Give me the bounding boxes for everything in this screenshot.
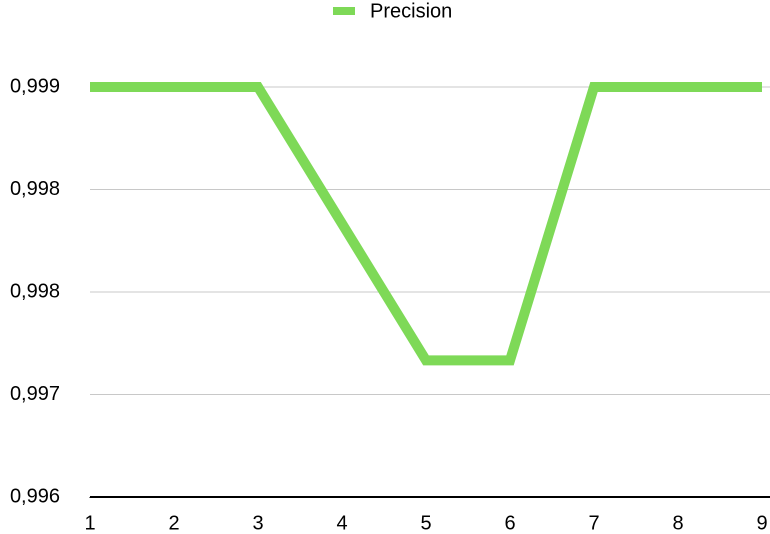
x-tick-label: 4 bbox=[336, 512, 347, 534]
y-tick-label: 0,999 bbox=[10, 75, 60, 97]
x-tick-label: 3 bbox=[252, 512, 263, 534]
y-tick-label: 0,996 bbox=[10, 485, 60, 507]
x-tick-label: 9 bbox=[756, 512, 767, 534]
legend-label: Precision bbox=[370, 0, 452, 22]
y-tick-label: 0,998 bbox=[10, 280, 60, 302]
x-tick-label: 2 bbox=[168, 512, 179, 534]
data-line bbox=[90, 82, 762, 366]
y-tick-label: 0,997 bbox=[10, 383, 60, 405]
x-tick-label: 1 bbox=[84, 512, 95, 534]
x-tick-label: 5 bbox=[420, 512, 431, 534]
x-tick-label: 7 bbox=[588, 512, 599, 534]
x-tick-label: 8 bbox=[672, 512, 683, 534]
y-tick-label: 0,998 bbox=[10, 178, 60, 200]
x-tick-label: 6 bbox=[504, 512, 515, 534]
